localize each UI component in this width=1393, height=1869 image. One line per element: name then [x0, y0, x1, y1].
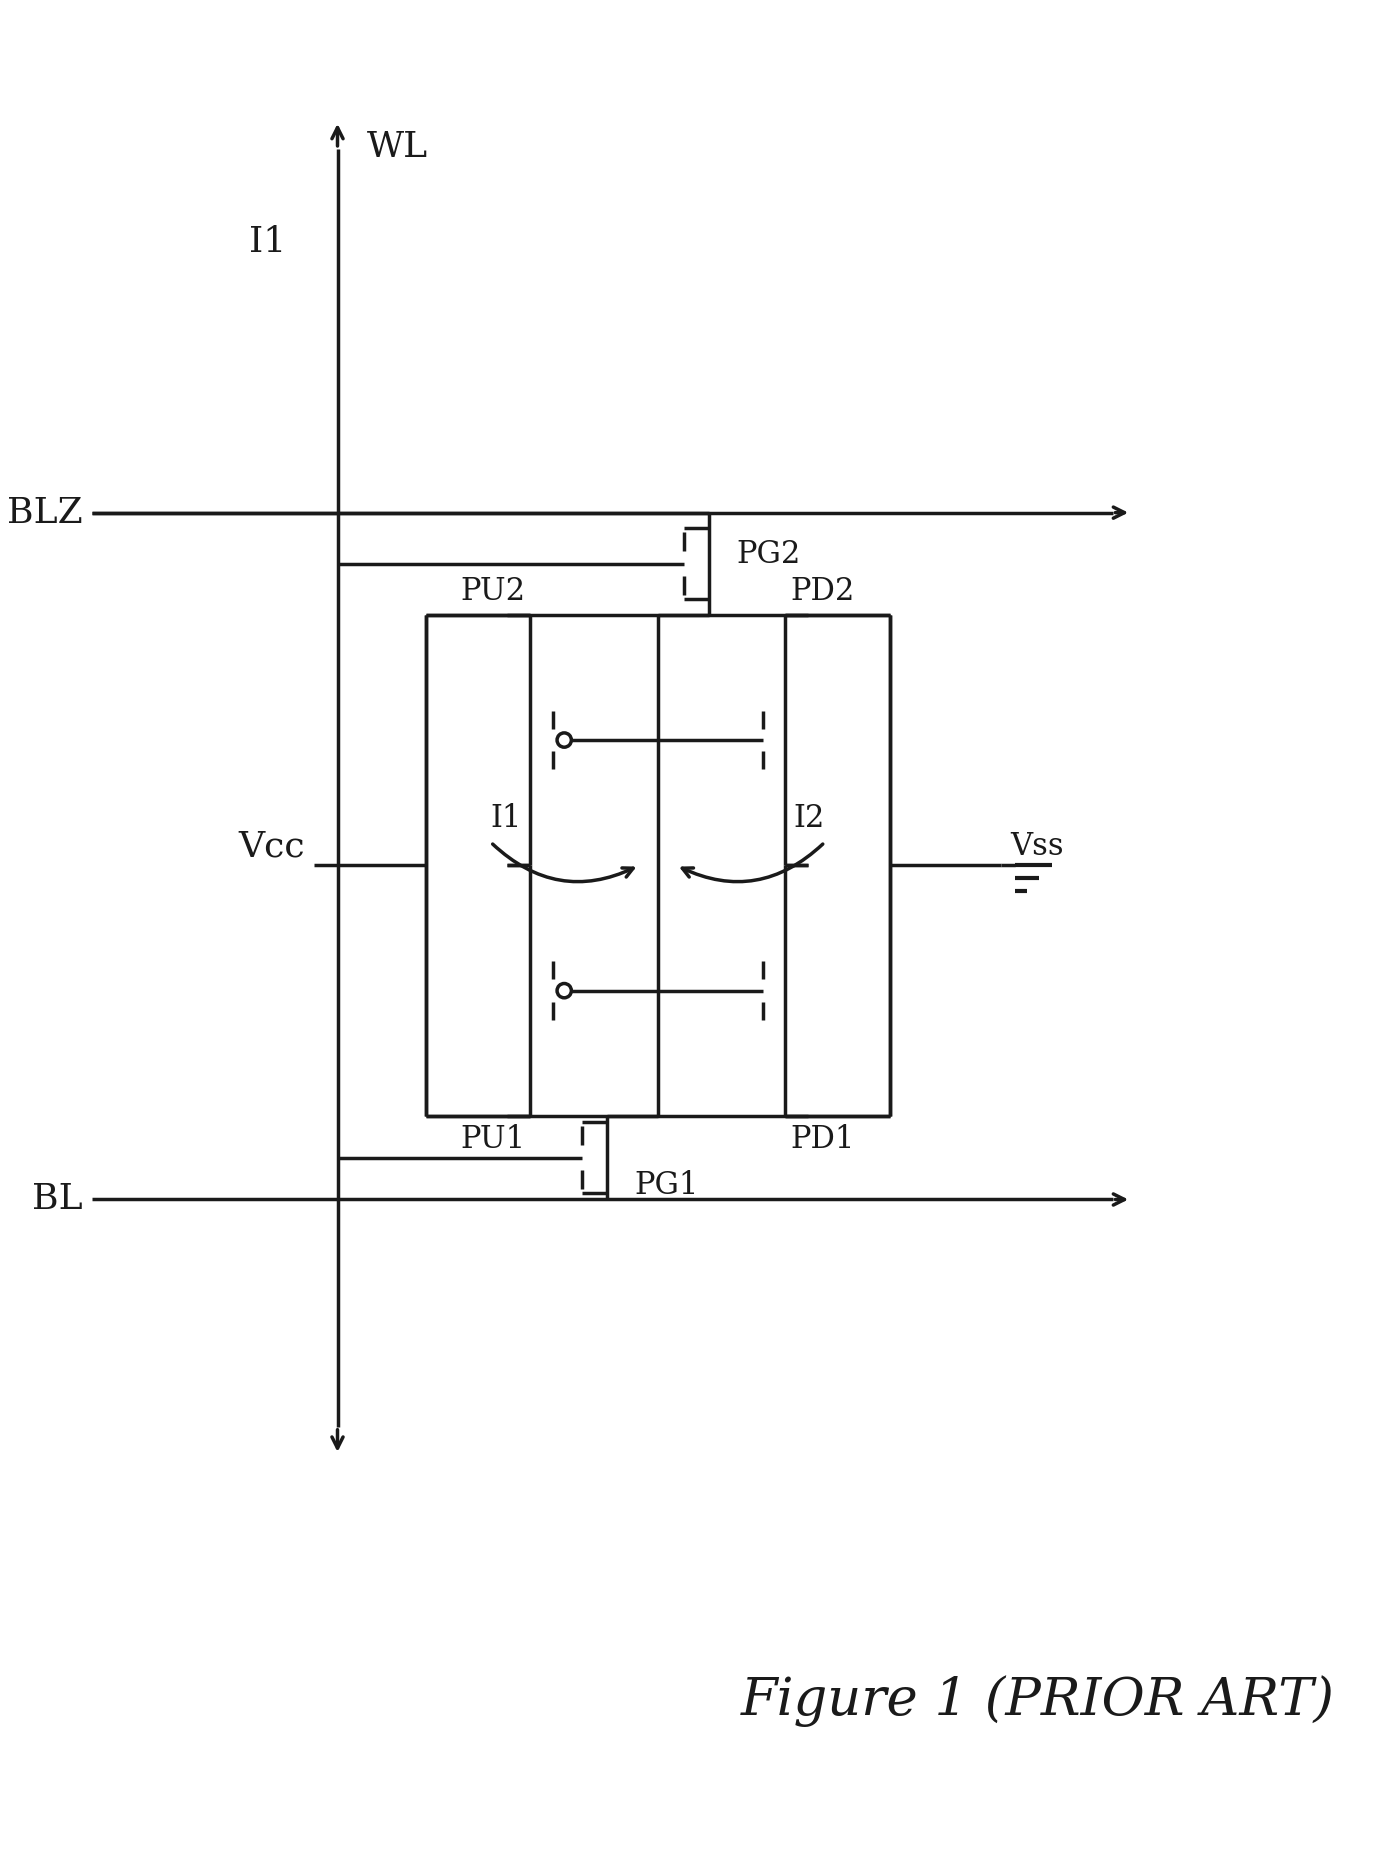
Text: PG2: PG2 — [737, 538, 801, 570]
FancyArrowPatch shape — [493, 845, 634, 882]
Text: PU1: PU1 — [460, 1123, 525, 1155]
Text: I1: I1 — [490, 804, 522, 834]
FancyArrowPatch shape — [683, 845, 823, 882]
Text: I2: I2 — [794, 804, 825, 834]
Text: PG1: PG1 — [635, 1170, 699, 1202]
Text: BL: BL — [32, 1183, 82, 1217]
Text: Vss: Vss — [1010, 832, 1064, 862]
Text: PU2: PU2 — [460, 576, 525, 607]
Text: PD1: PD1 — [790, 1123, 854, 1155]
Text: PD2: PD2 — [790, 576, 854, 607]
Text: Vcc: Vcc — [238, 830, 305, 863]
Text: Figure 1 (PRIOR ART): Figure 1 (PRIOR ART) — [741, 1675, 1336, 1727]
Text: I1: I1 — [249, 224, 287, 258]
Text: BLZ: BLZ — [7, 495, 82, 529]
Text: WL: WL — [368, 131, 428, 164]
